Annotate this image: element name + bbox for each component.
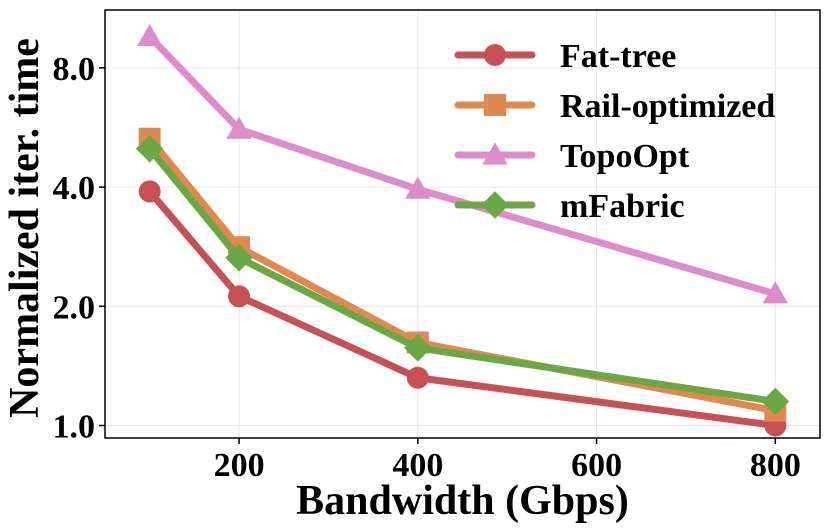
- legend-label: mFabric: [560, 188, 685, 225]
- series-rail-optimized: [138, 127, 787, 422]
- series-line: [146, 145, 779, 405]
- plot-frame: [104, 9, 821, 439]
- circle-marker: [228, 285, 251, 308]
- triangle-marker: [762, 281, 788, 304]
- series-fat-tree: [138, 180, 787, 437]
- diamond-marker: [404, 334, 432, 362]
- x-tick-label: 200: [214, 447, 265, 484]
- y-tick-label: 2.0: [53, 289, 96, 326]
- series-line: [146, 33, 779, 298]
- legend-item: TopoOpt: [454, 138, 690, 175]
- diamond-marker: [225, 244, 253, 272]
- y-tick-label: 1.0: [53, 409, 96, 446]
- square-marker: [484, 94, 506, 116]
- y-tick-label: 8.0: [53, 51, 96, 88]
- triangle-marker: [482, 142, 508, 165]
- triangle-marker: [226, 116, 252, 139]
- series-line: [146, 187, 779, 430]
- circle-marker: [484, 44, 506, 66]
- grid-lines: [105, 10, 820, 438]
- x-axis-title: Bandwidth (Gbps): [296, 478, 629, 524]
- legend-label: Rail-optimized: [560, 88, 775, 125]
- y-axis-title: Normalized iter. time: [2, 38, 48, 418]
- legend-item: Fat-tree: [454, 38, 676, 75]
- circle-marker: [406, 366, 429, 389]
- x-tick-label: 800: [750, 447, 801, 484]
- y-tick-label: 4.0: [53, 170, 96, 207]
- triangle-marker: [405, 176, 431, 199]
- legend-item: mFabric: [454, 188, 685, 225]
- legend: Fat-tree Rail-optimized TopoOpt mFabric: [454, 38, 775, 225]
- series-topoopt: [137, 23, 788, 304]
- series-line: [146, 135, 779, 415]
- series-layer: [135, 23, 790, 437]
- legend-label: TopoOpt: [560, 138, 690, 175]
- diamond-marker: [761, 387, 790, 416]
- legend-label: Fat-tree: [560, 38, 676, 75]
- x-tick-label: 400: [392, 447, 443, 484]
- diamond-marker: [481, 191, 509, 219]
- axes: 200 400 600 800 1.0 2.0 4.0 8.0: [53, 51, 801, 484]
- circle-marker: [138, 180, 161, 203]
- series-mfabric: [135, 134, 790, 416]
- triangle-marker: [137, 23, 163, 47]
- x-tick-label: 600: [571, 447, 622, 484]
- diamond-marker: [135, 134, 164, 163]
- legend-item: Rail-optimized: [454, 88, 775, 125]
